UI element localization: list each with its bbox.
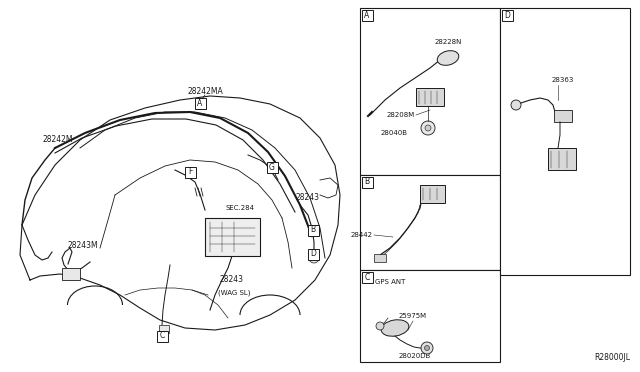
Text: B: B xyxy=(364,177,369,186)
Bar xyxy=(157,330,168,341)
Bar xyxy=(554,110,572,122)
Circle shape xyxy=(421,342,433,354)
Text: (WAG SL): (WAG SL) xyxy=(218,290,250,296)
Bar xyxy=(500,8,630,275)
Bar xyxy=(374,254,386,262)
Circle shape xyxy=(424,346,429,350)
Bar xyxy=(362,272,372,282)
Bar xyxy=(416,88,444,106)
Bar xyxy=(159,325,169,333)
Text: 28363: 28363 xyxy=(552,77,574,83)
Text: B: B xyxy=(310,225,316,234)
Bar xyxy=(62,268,80,280)
Text: 28228N: 28228N xyxy=(435,39,461,45)
Bar xyxy=(205,218,260,256)
Text: 25975M: 25975M xyxy=(399,313,427,319)
Ellipse shape xyxy=(437,51,459,65)
Text: G: G xyxy=(269,163,275,171)
Text: C: C xyxy=(159,331,164,340)
Text: 28243: 28243 xyxy=(295,192,319,202)
Text: 28040B: 28040B xyxy=(381,130,408,136)
Text: 28242MA: 28242MA xyxy=(187,87,223,96)
Bar xyxy=(307,224,319,235)
Text: D: D xyxy=(504,10,510,19)
Bar xyxy=(548,148,576,170)
Bar xyxy=(360,8,500,175)
Text: A: A xyxy=(197,99,203,108)
Text: 28243: 28243 xyxy=(220,276,244,285)
Text: 28243M: 28243M xyxy=(68,241,99,250)
Text: C: C xyxy=(364,273,370,282)
Text: R28000JL: R28000JL xyxy=(594,353,630,362)
Circle shape xyxy=(376,322,384,330)
Circle shape xyxy=(425,125,431,131)
Text: 28020DB: 28020DB xyxy=(399,353,431,359)
Text: 28442: 28442 xyxy=(351,232,373,238)
Bar xyxy=(420,185,445,203)
Circle shape xyxy=(309,253,319,263)
Bar xyxy=(502,10,513,20)
Text: F: F xyxy=(188,167,192,176)
Text: 28208M: 28208M xyxy=(387,112,415,118)
Bar xyxy=(307,248,319,260)
Ellipse shape xyxy=(381,320,409,336)
Bar xyxy=(195,97,205,109)
Text: GPS ANT: GPS ANT xyxy=(375,279,405,285)
Text: 28242M: 28242M xyxy=(43,135,73,144)
Bar xyxy=(184,167,195,177)
Bar xyxy=(362,176,372,187)
Bar xyxy=(360,175,500,270)
Bar xyxy=(266,161,278,173)
Circle shape xyxy=(421,121,435,135)
Text: SEC.284: SEC.284 xyxy=(225,205,254,211)
Text: D: D xyxy=(310,250,316,259)
Text: A: A xyxy=(364,10,370,19)
Bar xyxy=(360,270,500,362)
Circle shape xyxy=(511,100,521,110)
Bar xyxy=(362,10,372,20)
